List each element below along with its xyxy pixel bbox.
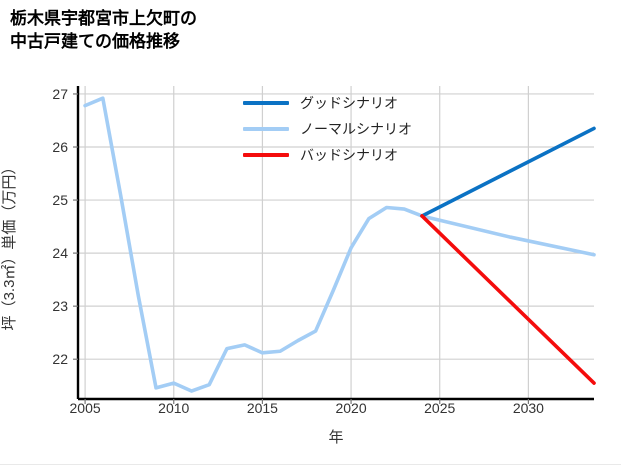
- axis-tick-marks: [73, 93, 529, 404]
- legend-color-swatch: [243, 127, 289, 131]
- y-tick-label: 25: [52, 192, 68, 209]
- x-tick-label: 2015: [246, 400, 278, 416]
- x-tick-label: 2010: [158, 400, 190, 416]
- series-line: [83, 96, 596, 393]
- y-tick-label: 24: [52, 245, 68, 262]
- legend-item-label: ノーマルシナリオ: [300, 121, 412, 137]
- x-tick-label: 2005: [69, 400, 101, 416]
- legend-color-swatch: [243, 101, 289, 105]
- gridlines: [78, 86, 594, 399]
- legend-item: バッドシナリオ: [243, 142, 412, 168]
- legend-item: グッドシナリオ: [243, 90, 412, 116]
- y-tick-label: 23: [52, 298, 68, 315]
- series-lines: [83, 96, 596, 393]
- plot-background: [78, 86, 594, 399]
- legend-color-swatch: [243, 153, 289, 157]
- legend-item-label: グッドシナリオ: [300, 95, 398, 111]
- y-tick-label: 26: [52, 139, 68, 155]
- series-line: [420, 214, 596, 385]
- series-line: [420, 126, 596, 218]
- chart-legend: グッドシナリオ ノーマルシナリオ バッドシナリオ: [243, 90, 412, 168]
- y-tick-label: 27: [52, 85, 68, 102]
- legend-item: ノーマルシナリオ: [243, 116, 412, 142]
- page-title: 栃木県宇都宮市上欠町の 中古戸建ての価格推移: [10, 9, 197, 51]
- x-tick-label: 2030: [512, 400, 544, 416]
- y-tick-label: 22: [52, 351, 68, 368]
- legend-item-label: バッドシナリオ: [300, 147, 398, 163]
- x-axis-label: 年: [328, 429, 344, 446]
- x-tick-label: 2020: [335, 400, 367, 416]
- x-tick-label: 2025: [424, 400, 456, 416]
